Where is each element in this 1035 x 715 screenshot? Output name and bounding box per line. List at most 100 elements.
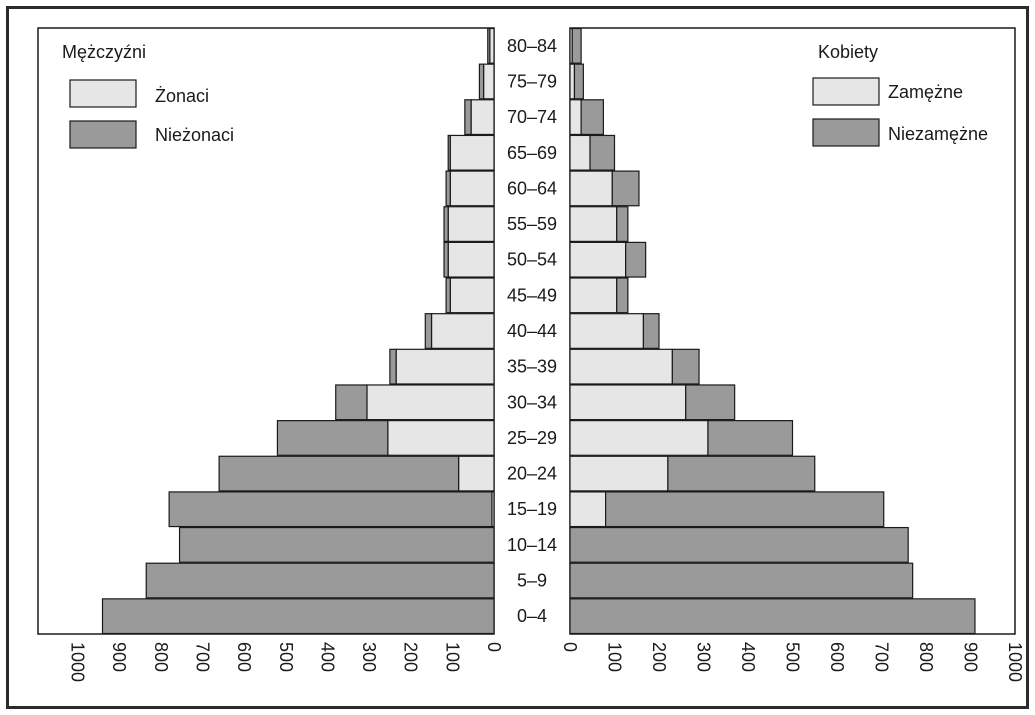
men-tick-label-1: 900 — [109, 642, 129, 672]
men-tick-label-8: 200 — [401, 642, 421, 672]
bar-men-married-10 — [447, 241, 495, 278]
men-tick-label-9: 100 — [442, 642, 462, 672]
bar-men-unmarried-15 — [478, 63, 485, 100]
legend-swatch-married-women — [812, 77, 880, 106]
bar-men-married-11 — [447, 206, 495, 242]
women-tick-label-1: 100 — [605, 642, 625, 672]
bar-men-unmarried-1 — [145, 562, 495, 599]
bar-men-unmarried-0 — [101, 598, 495, 635]
bar-men-unmarried-16 — [487, 27, 491, 64]
age-label-6: 30–34 — [507, 392, 557, 412]
bar-men-married-15 — [482, 63, 495, 100]
women-tick-label-6: 600 — [827, 642, 847, 672]
bar-men-unmarried-11 — [443, 206, 449, 242]
women-tick-label-0: 0 — [560, 642, 580, 652]
women-legend: Kobiety Zamężne Niezamężne — [812, 42, 988, 147]
bar-women-married-14 — [569, 99, 582, 136]
bar-men-married-6 — [366, 384, 495, 421]
women-tick-label-4: 400 — [738, 642, 758, 672]
bar-men-married-14 — [470, 99, 495, 136]
bar-women-married-6 — [569, 384, 687, 421]
bar-men-married-7 — [395, 348, 495, 385]
age-label-10: 50–54 — [507, 250, 557, 270]
men-title: Mężczyźni — [62, 42, 146, 62]
age-label-4: 20–24 — [507, 464, 557, 484]
bar-women-unmarried-11 — [616, 206, 629, 242]
bar-men-unmarried-7 — [389, 348, 397, 385]
bar-women-unmarried-10 — [625, 241, 647, 278]
age-label-12: 60–64 — [507, 178, 557, 198]
bar-women-married-8 — [569, 313, 645, 349]
men-tick-label-0: 1000 — [68, 642, 88, 682]
legend-swatch-unmarried-men — [69, 120, 137, 149]
men-tick-label-10: 0 — [484, 642, 504, 652]
women-tick-label-2: 200 — [649, 642, 669, 672]
bar-women-unmarried-2 — [569, 526, 909, 563]
age-label-5: 25–29 — [507, 428, 557, 448]
bar-women-unmarried-13 — [589, 134, 616, 171]
bar-men-unmarried-8 — [424, 313, 433, 349]
bar-women-unmarried-5 — [707, 420, 794, 456]
legend-label-married-men: Żonaci — [155, 86, 209, 106]
bar-women-unmarried-1 — [569, 562, 914, 599]
bar-men-unmarried-12 — [445, 170, 451, 207]
bar-men-unmarried-14 — [464, 99, 472, 136]
age-label-7: 35–39 — [507, 357, 557, 377]
age-label-3: 15–19 — [507, 499, 557, 519]
age-label-0: 0–4 — [517, 606, 547, 626]
bar-men-married-16 — [489, 27, 495, 64]
age-label-16: 80–84 — [507, 36, 557, 56]
age-label-9: 45–49 — [507, 285, 557, 305]
bar-women-unmarried-12 — [611, 170, 640, 207]
age-label-1: 5–9 — [517, 571, 547, 591]
bar-women-unmarried-6 — [685, 384, 736, 421]
bar-women-married-4 — [569, 455, 669, 492]
bar-men-unmarried-13 — [447, 134, 451, 171]
bar-women-married-11 — [569, 206, 618, 242]
bar-women-married-10 — [569, 241, 627, 278]
bar-women-unmarried-15 — [573, 63, 584, 100]
men-tick-label-3: 700 — [192, 642, 212, 672]
bar-men-unmarried-2 — [178, 526, 495, 563]
women-tick-label-7: 700 — [872, 642, 892, 672]
bar-women-married-3 — [569, 491, 607, 528]
men-tick-label-2: 800 — [151, 642, 171, 672]
bar-men-unmarried-3 — [168, 491, 493, 528]
bar-women-unmarried-3 — [604, 491, 885, 528]
legend-swatch-married-men — [69, 79, 137, 108]
age-label-15: 75–79 — [507, 72, 557, 92]
legend-label-unmarried-women: Niezamężne — [888, 124, 988, 144]
bar-women-unmarried-16 — [571, 27, 582, 64]
age-label-13: 65–69 — [507, 143, 557, 163]
age-label-8: 40–44 — [507, 321, 557, 341]
bar-women-married-7 — [569, 348, 673, 385]
bar-women-unmarried-0 — [569, 598, 976, 635]
bar-men-married-12 — [449, 170, 495, 207]
age-label-2: 10–14 — [507, 535, 557, 555]
bar-women-unmarried-4 — [667, 455, 816, 492]
bar-men-married-8 — [430, 313, 495, 349]
women-tick-label-3: 300 — [694, 642, 714, 672]
bar-women-married-15 — [569, 63, 576, 100]
men-tick-label-6: 400 — [317, 642, 337, 672]
bar-men-married-4 — [458, 455, 495, 492]
bar-men-unmarried-5 — [276, 420, 389, 456]
women-tick-label-9: 900 — [961, 642, 981, 672]
bar-men-unmarried-10 — [443, 241, 449, 278]
legend-label-married-women: Zamężne — [888, 82, 963, 102]
bar-men-unmarried-4 — [218, 455, 460, 492]
bar-men-married-5 — [387, 420, 495, 456]
bar-men-married-13 — [449, 134, 495, 171]
bar-women-married-12 — [569, 170, 613, 207]
women-title: Kobiety — [818, 42, 878, 62]
legend-swatch-unmarried-women — [812, 118, 880, 147]
women-tick-label-10: 1000 — [1005, 642, 1025, 682]
men-tick-label-4: 600 — [234, 642, 254, 672]
age-label-11: 55–59 — [507, 214, 557, 234]
bar-women-married-5 — [569, 420, 709, 456]
bar-men-unmarried-6 — [335, 384, 368, 421]
age-label-14: 70–74 — [507, 107, 557, 127]
men-tick-label-7: 300 — [359, 642, 379, 672]
men-tick-label-5: 500 — [276, 642, 296, 672]
